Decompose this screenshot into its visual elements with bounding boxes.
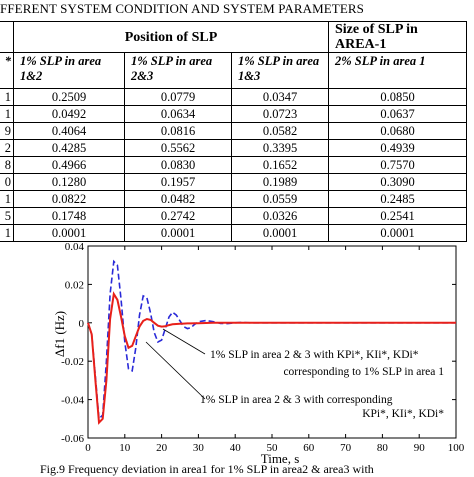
value-cell: 0.7570: [328, 156, 467, 174]
annotation-text: corresponding to 1% SLP in area 1: [283, 366, 444, 378]
row-key-cell: 1: [0, 88, 14, 106]
x-tick-label: 10: [119, 442, 131, 454]
x-axis-label: Time, s: [261, 451, 300, 466]
slp-table: Position of SLP Size of SLP in AREA-1 * …: [0, 21, 467, 242]
subheader-area13: 1% SLP in area 1&3: [231, 52, 329, 89]
annotation-pointer: [162, 328, 206, 355]
value-cell: 0.1989: [231, 173, 329, 191]
value-cell: 0.1280: [13, 173, 125, 191]
y-tick-label: -0.06: [61, 433, 84, 445]
table-header-row: Position of SLP Size of SLP in AREA-1: [0, 21, 467, 53]
value-cell: 0.4285: [13, 139, 125, 157]
value-cell: 0.2742: [124, 207, 232, 225]
value-cell: 0.3395: [231, 139, 329, 157]
value-cell: 0.0723: [231, 105, 329, 123]
table-body: 1 0.2509 0.0779 0.0347 0.0850 1 0.0492 0.0634 0.…: [0, 88, 467, 242]
header-size: Size of SLP in AREA-1: [328, 21, 467, 53]
subheader-area23: 1% SLP in area 2&3: [124, 52, 232, 89]
row-key-cell: 1: [0, 105, 14, 123]
value-cell: 0.0001: [328, 224, 467, 242]
value-cell: 0.2485: [328, 190, 467, 208]
value-cell: 0.0830: [124, 156, 232, 174]
value-cell: 0.1957: [124, 173, 232, 191]
value-cell: 0.5562: [124, 139, 232, 157]
subheader-area12: 1% SLP in area 1&2: [13, 52, 125, 89]
value-cell: 0.0482: [124, 190, 232, 208]
row-key-cell: 2: [0, 139, 14, 157]
row-key-cell: 0: [0, 173, 14, 191]
header-position: Position of SLP: [13, 21, 329, 53]
plot-ticks: 0 10 20 30 40 50 60 70 80 90 100 0.04 0.02 0 -0.02 -0.0…: [52, 241, 465, 466]
plot-series: [87, 259, 456, 425]
x-tick-label: 30: [193, 442, 205, 454]
value-cell: 0.3090: [328, 173, 467, 191]
value-cell: 0.0001: [124, 224, 232, 242]
value-cell: 0.0634: [124, 105, 232, 123]
table-row: 1 0.0492 0.0634 0.0723 0.0637: [0, 105, 467, 123]
x-tick-label: 0: [85, 442, 91, 454]
row-key-cell: 8: [0, 156, 14, 174]
row-key-cell: 1: [0, 190, 14, 208]
x-tick-label: 100: [448, 442, 465, 454]
y-tick-label: 0.02: [65, 279, 84, 291]
value-cell: 0.0347: [231, 88, 329, 106]
subheader-blank: *: [0, 52, 14, 89]
x-tick-label: 90: [414, 442, 426, 454]
value-cell: 0.0001: [231, 224, 329, 242]
table-row: 9 0.4064 0.0816 0.0582 0.0680: [0, 122, 467, 140]
value-cell: 0.0680: [328, 122, 467, 140]
table-caption: FFERENT SYSTEM CONDITION AND SYSTEM PARA…: [0, 1, 364, 16]
value-cell: 0.2509: [13, 88, 125, 106]
y-tick-label: -0.04: [61, 395, 84, 407]
value-cell: 0.2541: [328, 207, 467, 225]
table-row: 0 0.1280 0.1957 0.1989 0.3090: [0, 173, 467, 191]
table-row: 1 0.0001 0.0001 0.0001 0.0001: [0, 224, 467, 242]
row-key-cell: 5: [0, 207, 14, 225]
subheader-area1: 2% SLP in area 1: [328, 52, 467, 89]
series-line-2: [87, 291, 456, 425]
table-row: 1 0.2509 0.0779 0.0347 0.0850: [0, 88, 467, 106]
annotation-pointer: [145, 341, 206, 400]
table-row: 8 0.4966 0.0830 0.1652 0.7570: [0, 156, 467, 174]
value-cell: 0.4939: [328, 139, 467, 157]
value-cell: 0.0582: [231, 122, 329, 140]
value-cell: 0.0822: [13, 190, 125, 208]
y-tick-label: -0.02: [61, 356, 84, 368]
x-tick-label: 80: [377, 442, 389, 454]
value-cell: 0.0492: [13, 105, 125, 123]
value-cell: 0.0001: [13, 224, 125, 242]
figure-caption: Fig.9 Frequency deviation in area1 for 1…: [40, 462, 374, 476]
x-tick-label: 60: [303, 442, 315, 454]
annotation-text: KPi*, KIi*, KDi*: [362, 408, 444, 420]
table-row: 2 0.4285 0.5562 0.3395 0.4939: [0, 139, 467, 157]
x-tick-label: 40: [230, 442, 242, 454]
value-cell: 0.0637: [328, 105, 467, 123]
y-axis-label: Δf1 (Hz): [52, 311, 67, 357]
x-tick-label: 20: [156, 442, 168, 454]
value-cell: 0.4064: [13, 122, 125, 140]
value-cell: 0.4966: [13, 156, 125, 174]
value-cell: 0.0850: [328, 88, 467, 106]
header-cell-blank: [0, 21, 14, 53]
y-tick-label: 0: [79, 318, 85, 330]
annotation-text: 1% SLP in area 2 & 3 with corresponding: [200, 394, 393, 406]
value-cell: 0.0816: [124, 122, 232, 140]
frequency-deviation-plot: 0 10 20 30 40 50 60 70 80 90 100 0.04 0.02 0 -0.02 -0.0…: [52, 241, 465, 466]
value-cell: 0.0326: [231, 207, 329, 225]
x-tick-label: 70: [340, 442, 352, 454]
x-tick-label: 50: [267, 442, 279, 454]
annotation-text: 1% SLP in area 2 & 3 with KPi*, KIi*, KD…: [210, 349, 419, 361]
value-cell: 0.1652: [231, 156, 329, 174]
value-cell: 0.1748: [13, 207, 125, 225]
y-tick-label: 0.04: [65, 241, 85, 253]
table-subheader-row: * 1% SLP in area 1&2 1% SLP in area 2&3 …: [0, 52, 467, 89]
table-row: 1 0.0822 0.0482 0.0559 0.2485: [0, 190, 467, 208]
plot-annotations: 1% SLP in area 2 & 3 with KPi*, KIi*, KD…: [145, 328, 444, 420]
row-key-cell: 9: [0, 122, 14, 140]
value-cell: 0.0779: [124, 88, 232, 106]
value-cell: 0.0559: [231, 190, 329, 208]
table-row: 5 0.1748 0.2742 0.0326 0.2541: [0, 207, 467, 225]
